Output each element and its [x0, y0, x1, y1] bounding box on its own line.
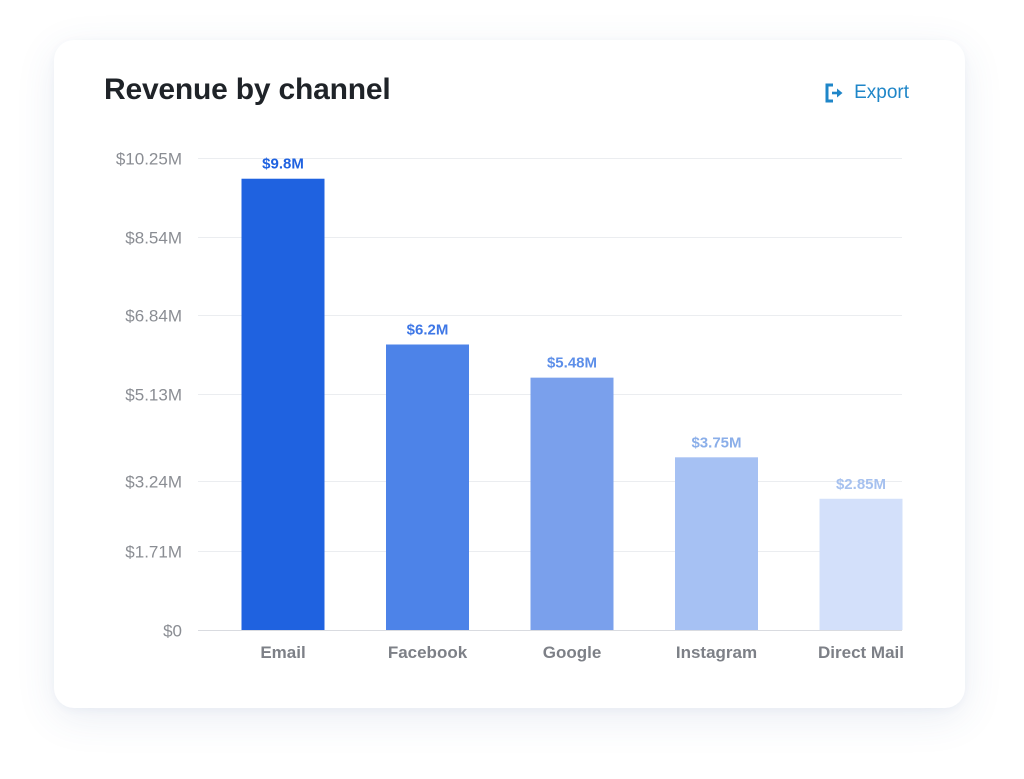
- bar-value-label: $2.85M: [836, 476, 886, 493]
- value-labels: $9.8M $6.2M $5.48M $3.75M $2.85M: [262, 156, 886, 493]
- bar-facebook[interactable]: [386, 344, 469, 630]
- y-tick-label: $1.71M: [125, 543, 182, 562]
- bar-direct-mail[interactable]: [819, 498, 903, 630]
- y-tick-label: $6.84M: [125, 307, 182, 326]
- bar-value-label: $9.8M: [262, 156, 304, 173]
- bars: [241, 178, 903, 630]
- export-label: Export: [854, 82, 909, 103]
- x-category-label: Facebook: [388, 643, 468, 662]
- export-icon: [823, 82, 845, 104]
- x-category-label: Email: [260, 643, 305, 662]
- y-tick-label: $3.24M: [125, 473, 182, 492]
- chart-card: Revenue by channel Export: [54, 40, 965, 708]
- x-category-label: Direct Mail: [818, 643, 904, 662]
- x-category-label: Instagram: [676, 643, 757, 662]
- bar-instagram[interactable]: [675, 457, 758, 630]
- x-axis-labels: Email Facebook Google Instagram Direct Mail: [260, 643, 904, 662]
- chart-title: Revenue by channel: [104, 73, 391, 106]
- bar-value-label: $5.48M: [547, 355, 597, 372]
- y-tick-label: $8.54M: [125, 229, 182, 248]
- bar-value-label: $3.75M: [691, 434, 741, 451]
- y-axis-ticks: $0 $1.71M $3.24M $5.13M $6.84M $8.54M $10.25M: [116, 150, 182, 641]
- bar-google[interactable]: [530, 377, 614, 630]
- x-category-label: Google: [543, 643, 602, 662]
- bar-value-label: $6.2M: [407, 321, 449, 338]
- bar-email[interactable]: [241, 178, 325, 630]
- export-button[interactable]: Export: [823, 82, 909, 104]
- y-tick-label: $10.25M: [116, 150, 182, 169]
- y-tick-label: $0: [163, 622, 182, 641]
- y-tick-label: $5.13M: [125, 386, 182, 405]
